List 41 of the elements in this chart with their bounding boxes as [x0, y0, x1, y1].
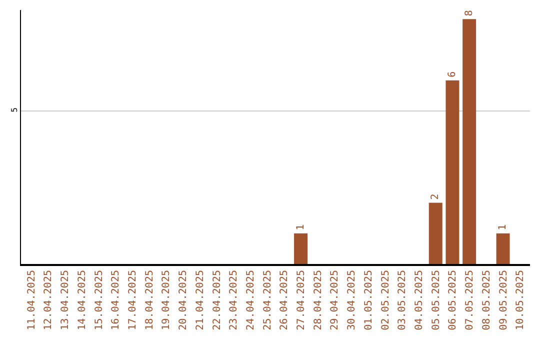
x-tick-label: 22.04.2025: [212, 270, 223, 330]
x-tick-label: 20.04.2025: [178, 270, 190, 330]
x-tick-label: 18.04.2025: [144, 270, 156, 330]
data-label: 2: [430, 194, 442, 200]
x-tick-label: 25.04.2025: [262, 270, 274, 330]
x-tick-label: 26.04.2025: [279, 270, 290, 330]
x-tick-label: 15.04.2025: [94, 270, 105, 330]
x-tick-label: 04.05.2025: [414, 270, 426, 330]
data-label: 6: [446, 71, 458, 78]
x-tick-label: 24.04.2025: [245, 270, 256, 330]
x-tick-label: 10.05.2025: [515, 270, 526, 330]
x-tick-label: 23.04.2025: [228, 270, 240, 330]
x-tick-label: 16.04.2025: [110, 270, 122, 330]
x-tick-label: 05.05.2025: [430, 270, 442, 330]
x-tick-label: 01.05.2025: [363, 270, 374, 330]
x-tick-label: 17.04.2025: [127, 270, 138, 330]
x-tick-label: 19.04.2025: [161, 270, 172, 330]
x-tick-label: 13.04.2025: [60, 270, 72, 330]
x-tick-label: 02.05.2025: [380, 270, 392, 330]
x-tick-label: 28.04.2025: [312, 270, 324, 330]
x-tick-label: 06.05.2025: [448, 270, 459, 330]
x-tick-label: 14.04.2025: [76, 270, 88, 330]
data-label: 1: [295, 224, 306, 230]
bar: [462, 19, 476, 264]
x-tick-label: 29.04.2025: [330, 270, 341, 330]
x-tick-label: 07.05.2025: [464, 270, 476, 330]
y-tick-label: 5: [10, 107, 19, 112]
x-tick-label: 21.04.2025: [194, 270, 206, 330]
bar: [428, 202, 442, 264]
bar: [496, 233, 510, 264]
data-label: 1: [498, 224, 509, 230]
data-label: 8: [464, 10, 475, 16]
x-tick-label: 03.05.2025: [397, 270, 408, 330]
x-tick-label: 30.04.2025: [346, 270, 358, 330]
x-tick-label: 12.04.2025: [43, 270, 54, 330]
x-tick-label: 27.04.2025: [296, 270, 308, 330]
bar: [294, 233, 308, 264]
x-tick-label: 08.05.2025: [481, 270, 492, 330]
x-tick-label: 11.04.2025: [26, 270, 38, 330]
bar: [446, 80, 460, 264]
x-tick-label: 09.05.2025: [498, 270, 510, 330]
